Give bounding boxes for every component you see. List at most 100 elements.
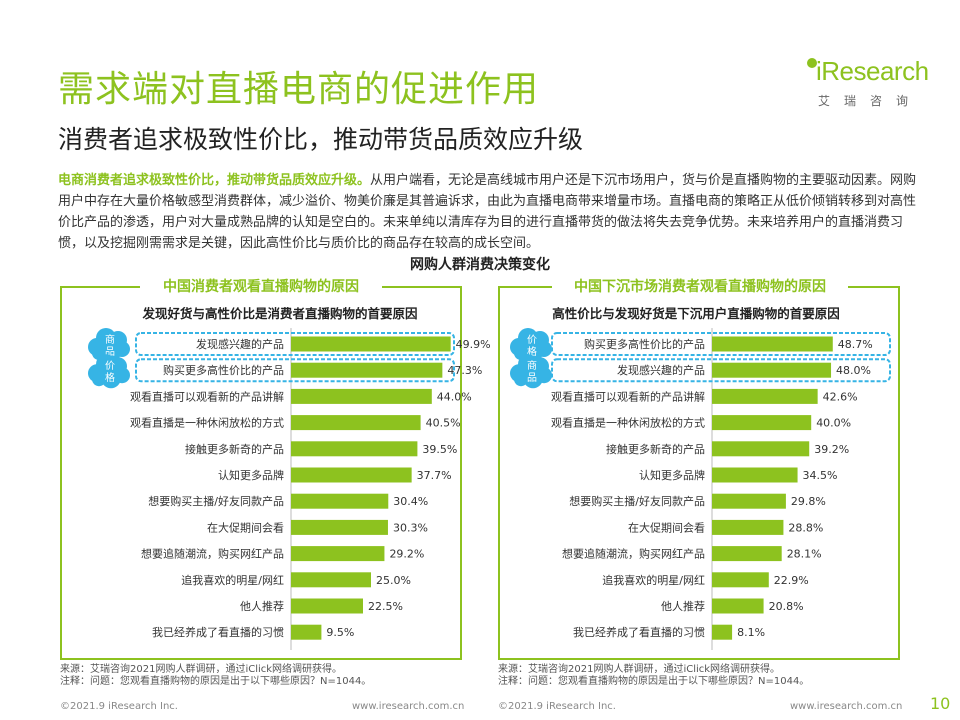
bar: [712, 624, 733, 640]
left-source-note: 来源：艾瑞咨询2021网购人群调研，通过iClick网络调研获得。: [60, 664, 343, 675]
category-label: 观看直播是一种休闲放松的方式: [551, 416, 705, 430]
value-label: 29.2%: [389, 548, 424, 561]
value-label: 48.7%: [838, 338, 873, 351]
highlight-box: [135, 332, 455, 356]
bar: [291, 336, 451, 352]
value-label: 20.8%: [769, 600, 804, 613]
category-label: 想要购买主播/好友同款产品: [569, 494, 705, 508]
category-label: 购买更多高性价比的产品: [584, 337, 705, 351]
paragraph-body: 从用户端看，无论是高线城市用户还是下沉市场用户，货与价是直播购物的主要驱动因素。…: [58, 173, 917, 251]
bar: [712, 415, 812, 431]
right-remark-note: 注释：问题：您观看直播购物的原因是出于以下哪些原因？N=1044。: [498, 676, 810, 687]
category-label: 在大促期间会看: [628, 520, 705, 534]
value-label: 40.0%: [816, 417, 851, 430]
category-label: 想要追随潮流，购买网红产品: [141, 547, 284, 561]
bar: [291, 388, 432, 404]
footer-copyright-left: ©2021.9 iResearch Inc.: [60, 701, 178, 712]
value-label: 39.5%: [422, 443, 457, 456]
bar: [712, 388, 818, 404]
category-label: 他人推荐: [661, 599, 705, 613]
category-label: 接触更多新奇的产品: [185, 442, 284, 456]
bar: [712, 336, 833, 352]
category-label: 观看直播可以观看新的产品讲解: [551, 389, 705, 403]
category-label: 发现感兴趣的产品: [196, 337, 284, 351]
category-label: 认知更多品牌: [218, 468, 284, 482]
callout-cloud: 价格: [88, 354, 130, 389]
cloud-shape-icon: [514, 372, 528, 387]
callout-label-char: 商: [527, 359, 537, 372]
footer-url-right: www.iresearch.com.cn: [790, 701, 903, 712]
value-label: 47.3%: [447, 364, 482, 377]
value-label: 44.0%: [437, 390, 472, 403]
page-number: 10: [930, 694, 951, 713]
highlight-box: [551, 332, 891, 356]
value-label: 28.1%: [787, 548, 822, 561]
value-label: 30.4%: [393, 495, 428, 508]
right-panel-title: 中国下沉市场消费者观看直播购物的原因: [552, 276, 848, 298]
footer-url-left: www.iresearch.com.cn: [352, 701, 465, 712]
bar: [291, 441, 418, 457]
intro-paragraph: 电商消费者追求极致性价比，推动带货品质效应升级。从用户端看，无论是高线城市用户还…: [58, 170, 918, 254]
category-label: 追我喜欢的明星/网红: [181, 573, 284, 587]
category-label: 观看直播可以观看新的产品讲解: [130, 389, 284, 403]
callout-label-char: 格: [527, 345, 537, 358]
category-label: 购买更多高性价比的产品: [163, 363, 284, 377]
value-label: 48.0%: [836, 364, 871, 377]
logo-dot-icon: [807, 58, 817, 68]
bar: [712, 493, 786, 509]
right-source-note: 来源：艾瑞咨询2021网购人群调研，通过iClick网络调研获得。: [498, 664, 781, 675]
highlight-box: [551, 358, 891, 383]
footer-copyright-right: ©2021.9 iResearch Inc.: [498, 701, 616, 712]
left-remark-note: 注释：问题：您观看直播购物的原因是出于以下哪些原因？N=1044。: [60, 676, 372, 687]
page-title: 需求端对直播电商的促进作用: [58, 69, 540, 110]
category-label: 我已经养成了看直播的习惯: [152, 625, 284, 639]
bar: [712, 546, 782, 562]
category-label: 他人推荐: [240, 599, 284, 613]
category-label: 观看直播是一种休闲放松的方式: [130, 416, 284, 430]
value-label: 22.9%: [774, 574, 809, 587]
bar: [291, 519, 388, 535]
cloud-shape-icon: [92, 372, 106, 387]
value-label: 40.5%: [426, 417, 461, 430]
cloud-shape-icon: [523, 368, 543, 389]
value-label: 28.8%: [788, 521, 823, 534]
bar: [291, 598, 363, 614]
bar: [291, 624, 322, 640]
bar: [291, 546, 385, 562]
value-label: 49.9%: [456, 338, 491, 351]
highlight-box: [135, 358, 455, 383]
bar: [712, 362, 832, 378]
logo-cn: 艾瑞咨询: [818, 94, 923, 108]
category-label: 追我喜欢的明星/网红: [602, 573, 705, 587]
bar: [712, 441, 810, 457]
category-label: 认知更多品牌: [639, 468, 705, 482]
logo-name: iResearch: [816, 56, 929, 86]
callout-cloud: 商品: [88, 328, 130, 362]
callout-label-char: 品: [527, 372, 537, 384]
bar: [712, 572, 769, 588]
value-label: 37.7%: [417, 469, 452, 482]
category-label: 我已经养成了看直播的习惯: [573, 625, 705, 639]
value-label: 9.5%: [326, 626, 354, 639]
value-label: 22.5%: [368, 600, 403, 613]
callout-label-char: 格: [105, 371, 115, 384]
category-label: 发现感兴趣的产品: [617, 363, 705, 377]
chart-title: 高性价比与发现好货是下沉用户直播购物的首要原因: [552, 306, 840, 321]
value-label: 29.8%: [791, 495, 826, 508]
section-title: 网购人群消费决策变化: [410, 257, 550, 273]
bar: [291, 493, 389, 509]
bar: [712, 598, 764, 614]
callout-cloud: 商品: [510, 354, 552, 389]
value-label: 8.1%: [737, 626, 765, 639]
callout-label-char: 价: [527, 334, 537, 346]
callout-label-char: 商: [105, 333, 115, 346]
category-label: 接触更多新奇的产品: [606, 442, 705, 456]
category-label: 想要购买主播/好友同款产品: [148, 494, 284, 508]
value-label: 42.6%: [823, 390, 858, 403]
bar: [291, 362, 443, 378]
category-label: 在大促期间会看: [207, 520, 284, 534]
callout-label-char: 价: [105, 360, 115, 372]
cloud-shape-icon: [101, 368, 121, 389]
